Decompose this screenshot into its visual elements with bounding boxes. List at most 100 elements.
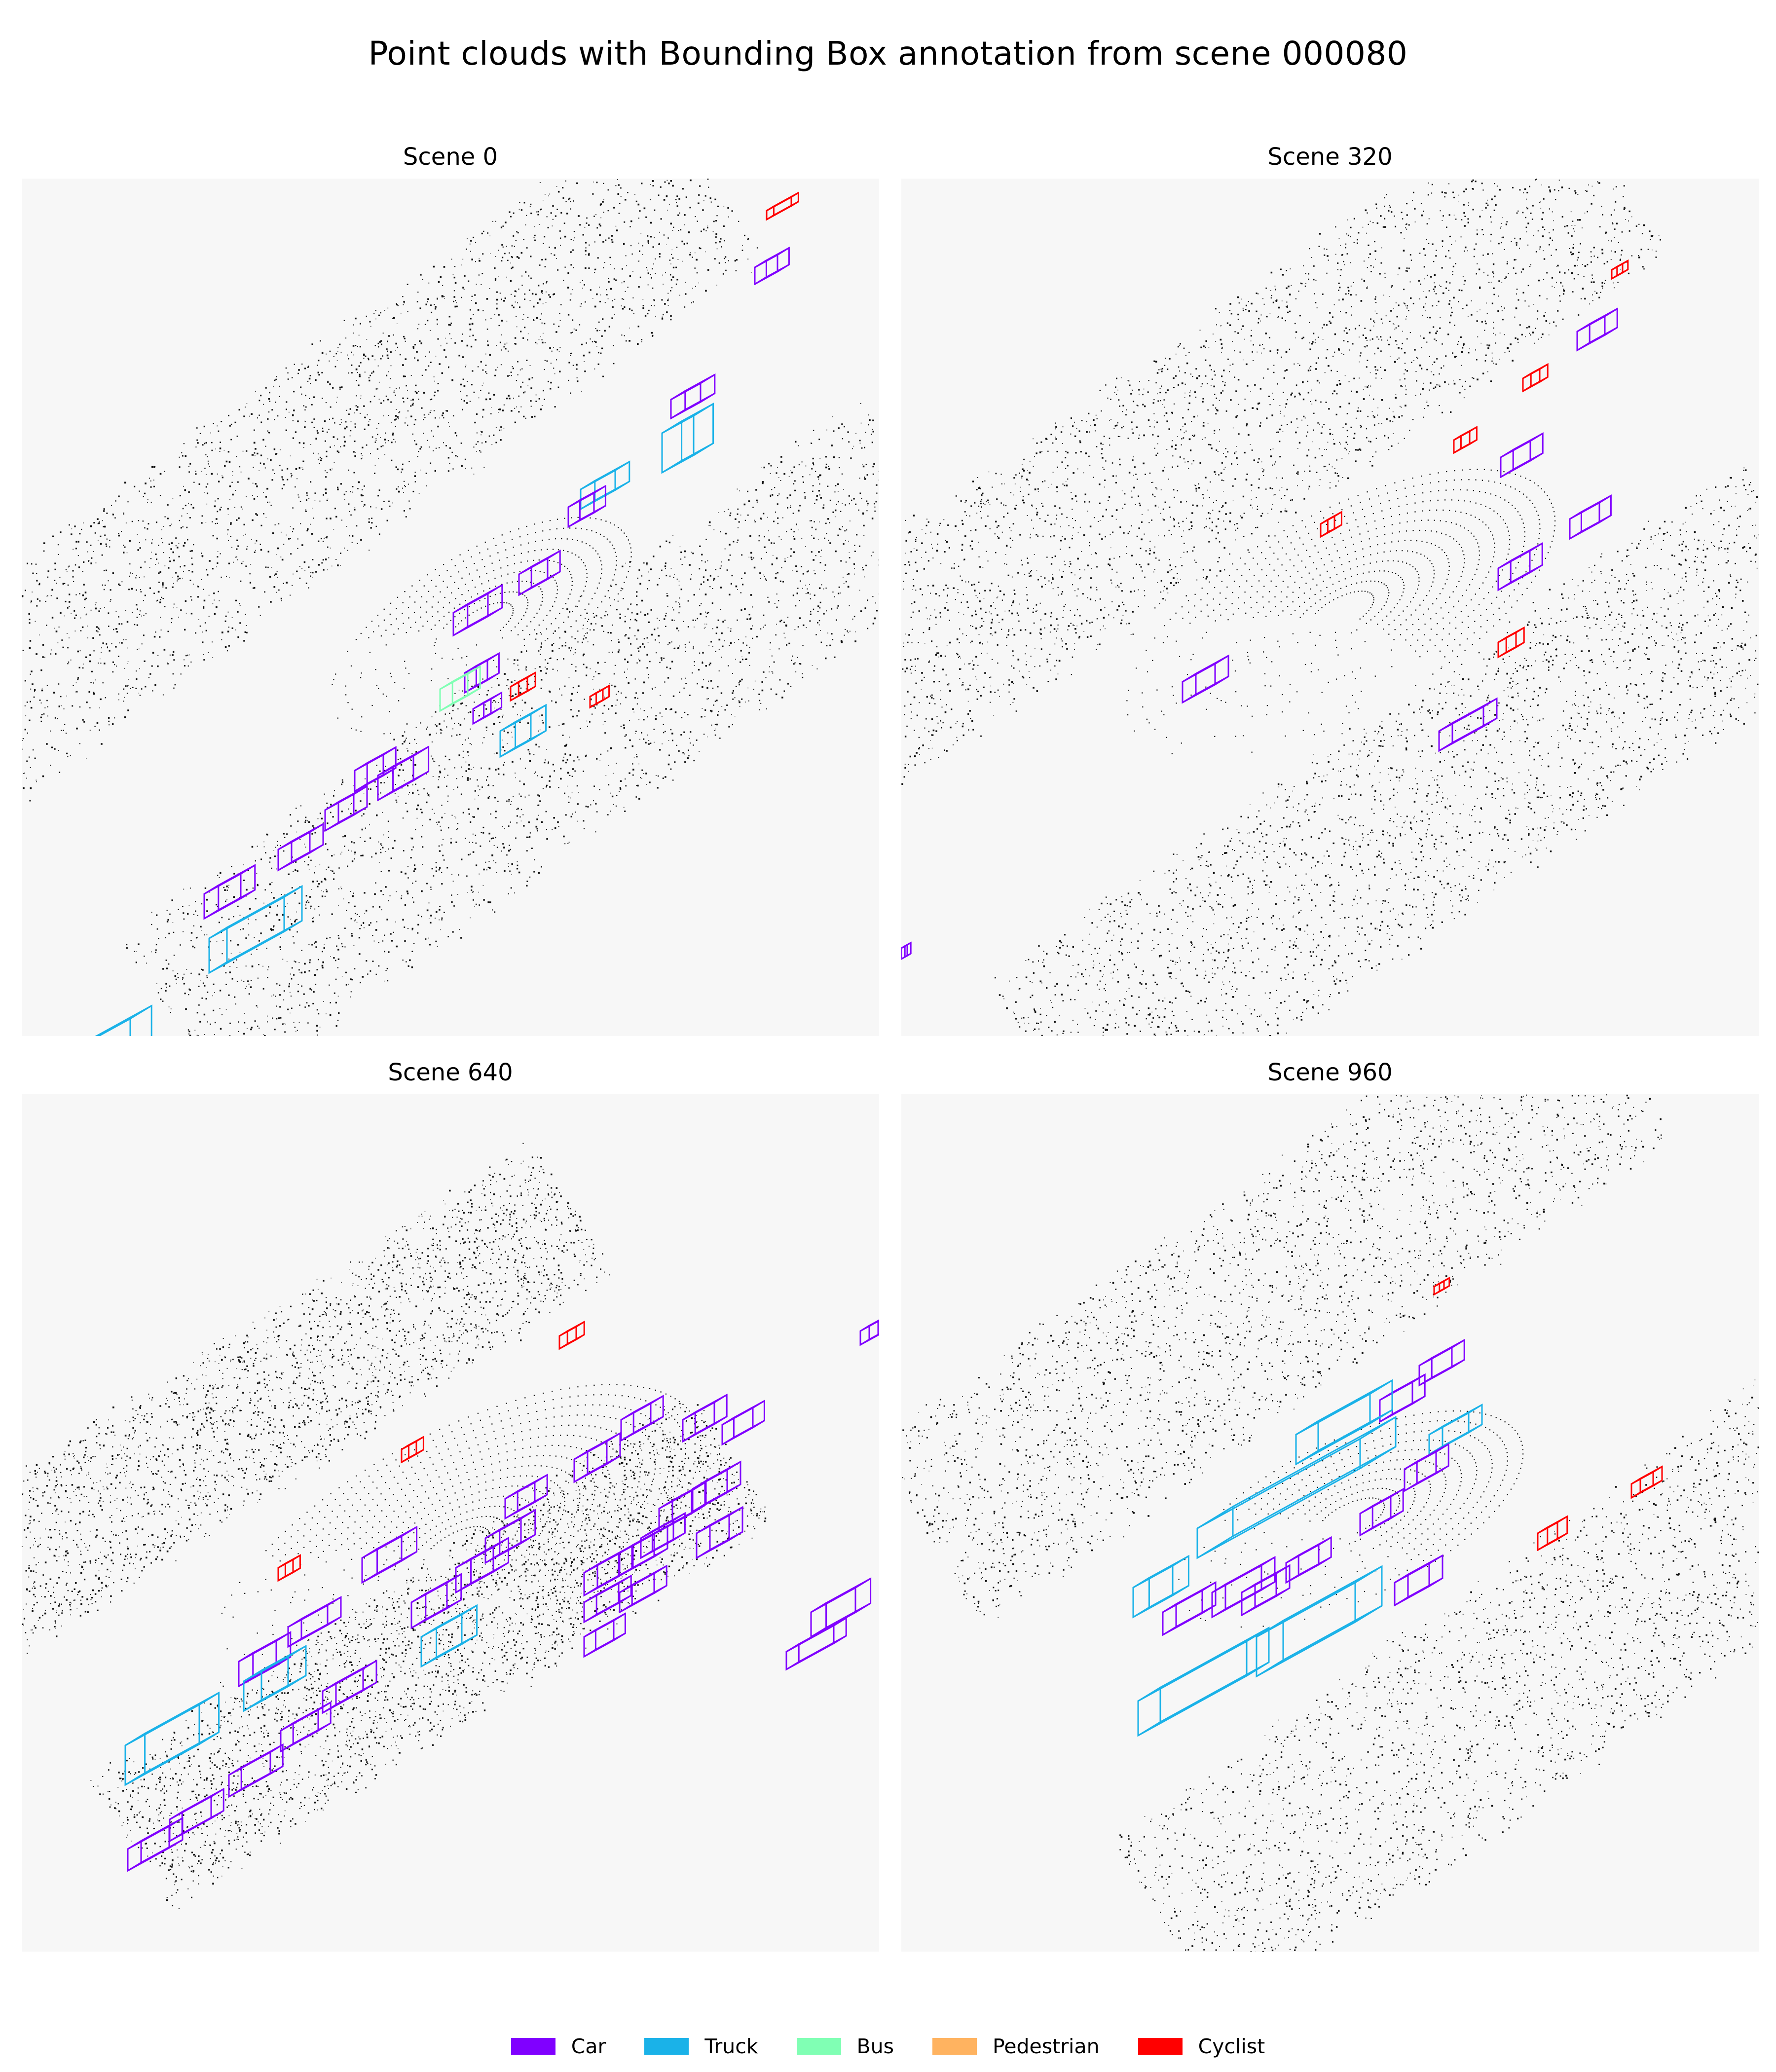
lidar-points bbox=[22, 179, 879, 1036]
legend-item-pedestrian: Pedestrian bbox=[932, 2035, 1100, 2058]
panel-title-scene-640: Scene 640 bbox=[388, 1059, 513, 1086]
bounding-box bbox=[361, 1525, 418, 1584]
bounding-box bbox=[124, 1691, 220, 1786]
bounding-boxes bbox=[124, 1319, 879, 1872]
bounding-box bbox=[580, 460, 630, 511]
bounding-box bbox=[401, 1436, 424, 1464]
point-cloud-view bbox=[22, 179, 879, 1036]
bounding-box bbox=[484, 1509, 536, 1564]
bounding-box bbox=[464, 652, 500, 694]
bounding-box bbox=[243, 1644, 307, 1712]
bounding-box bbox=[620, 1395, 664, 1442]
bounding-boxes bbox=[901, 259, 1629, 960]
legend-swatch-pedestrian bbox=[932, 2038, 977, 2055]
point-cloud-panel-scene-960 bbox=[901, 1094, 1759, 1952]
bounding-box bbox=[1256, 1565, 1383, 1678]
bounding-box bbox=[754, 246, 790, 286]
bounding-box bbox=[1379, 1373, 1426, 1423]
bounding-box bbox=[354, 746, 397, 793]
bounding-box bbox=[1182, 654, 1229, 704]
bounding-box bbox=[208, 885, 303, 974]
lidar-points bbox=[901, 179, 1759, 1036]
bounding-box bbox=[558, 1320, 585, 1350]
bounding-box bbox=[619, 1524, 668, 1577]
bounding-box bbox=[1497, 542, 1543, 592]
bounding-box bbox=[504, 1474, 548, 1520]
panel-title-scene-0: Scene 0 bbox=[403, 143, 498, 171]
panel-title-scene-960: Scene 960 bbox=[1267, 1059, 1393, 1086]
bounding-box bbox=[583, 1574, 632, 1624]
bounding-box bbox=[1418, 1338, 1465, 1387]
bounding-box bbox=[1295, 1379, 1393, 1466]
bounding-box bbox=[1285, 1536, 1332, 1584]
bounding-box bbox=[692, 1460, 741, 1513]
bounding-box bbox=[1241, 1564, 1291, 1617]
legend-label-pedestrian: Pedestrian bbox=[993, 2035, 1100, 2058]
bounding-box bbox=[499, 703, 547, 758]
bounding-box bbox=[472, 691, 503, 725]
legend-item-truck: Truck bbox=[644, 2035, 758, 2058]
bounding-box bbox=[573, 1432, 621, 1483]
bounding-box bbox=[658, 1481, 706, 1533]
bounding-box bbox=[1359, 1487, 1404, 1537]
bounding-box bbox=[1500, 432, 1544, 479]
bounding-box bbox=[1497, 626, 1525, 659]
bounding-box bbox=[1630, 1465, 1663, 1499]
bounding-box bbox=[1438, 697, 1498, 752]
bounding-box bbox=[1162, 1581, 1217, 1636]
bounding-box bbox=[1137, 1626, 1270, 1737]
bounding-box bbox=[238, 1631, 292, 1688]
bounding-box bbox=[859, 1319, 879, 1346]
bounding-box bbox=[228, 1743, 284, 1798]
point-cloud-view bbox=[22, 1143, 879, 1909]
bounding-box bbox=[1132, 1554, 1189, 1619]
bounding-box bbox=[287, 1595, 342, 1648]
legend-item-cyclist: Cyclist bbox=[1138, 2035, 1265, 2058]
panel-title-scene-320: Scene 320 bbox=[1267, 143, 1393, 171]
legend-item-car: Car bbox=[511, 2035, 606, 2058]
bounding-box bbox=[583, 1544, 633, 1597]
lidar-points bbox=[22, 1143, 767, 1909]
bounding-boxes bbox=[1132, 1276, 1663, 1737]
bounding-box bbox=[455, 1536, 510, 1594]
bounding-box bbox=[682, 1393, 728, 1443]
bounding-box bbox=[721, 1400, 765, 1446]
point-cloud-panel-scene-320 bbox=[901, 179, 1759, 1036]
lidar-points bbox=[902, 1094, 1759, 1952]
bounding-box bbox=[322, 1659, 377, 1714]
bounding-box bbox=[619, 1564, 667, 1614]
bounding-box bbox=[518, 550, 561, 596]
bounding-boxes bbox=[95, 191, 799, 1036]
bounding-box bbox=[901, 941, 912, 960]
bounding-box bbox=[1522, 363, 1549, 393]
bounding-box bbox=[1211, 1555, 1276, 1619]
legend-swatch-truck bbox=[644, 2038, 689, 2055]
legend-label-cyclist: Cyclist bbox=[1198, 2035, 1265, 2058]
bounding-box bbox=[420, 1604, 478, 1668]
bounding-box bbox=[277, 822, 324, 872]
bounding-box bbox=[785, 1617, 847, 1671]
bounding-box bbox=[277, 1554, 301, 1582]
bounding-box bbox=[1428, 1403, 1483, 1456]
legend-label-bus: Bus bbox=[856, 2035, 894, 2058]
bounding-box bbox=[1576, 307, 1618, 352]
point-cloud-view bbox=[901, 179, 1759, 1036]
point-cloud-panel-scene-640 bbox=[22, 1094, 879, 1952]
bounding-box bbox=[1404, 1443, 1449, 1492]
bounding-box bbox=[1453, 426, 1478, 454]
bounding-box bbox=[1433, 1276, 1450, 1296]
bounding-box bbox=[1569, 494, 1612, 540]
legend-label-car: Car bbox=[571, 2035, 606, 2058]
legend-swatch-bus bbox=[796, 2038, 841, 2055]
bounding-box bbox=[324, 785, 368, 832]
bounding-box bbox=[410, 1573, 462, 1629]
bounding-box bbox=[640, 1512, 686, 1559]
bounding-box bbox=[377, 745, 430, 802]
legend-label-truck: Truck bbox=[704, 2035, 758, 2058]
bounding-box bbox=[439, 665, 481, 712]
bounding-box bbox=[583, 1612, 626, 1658]
bounding-box bbox=[589, 684, 610, 709]
bounding-box bbox=[452, 584, 503, 637]
bounding-box bbox=[766, 191, 799, 221]
legend-swatch-cyclist bbox=[1138, 2038, 1183, 2055]
